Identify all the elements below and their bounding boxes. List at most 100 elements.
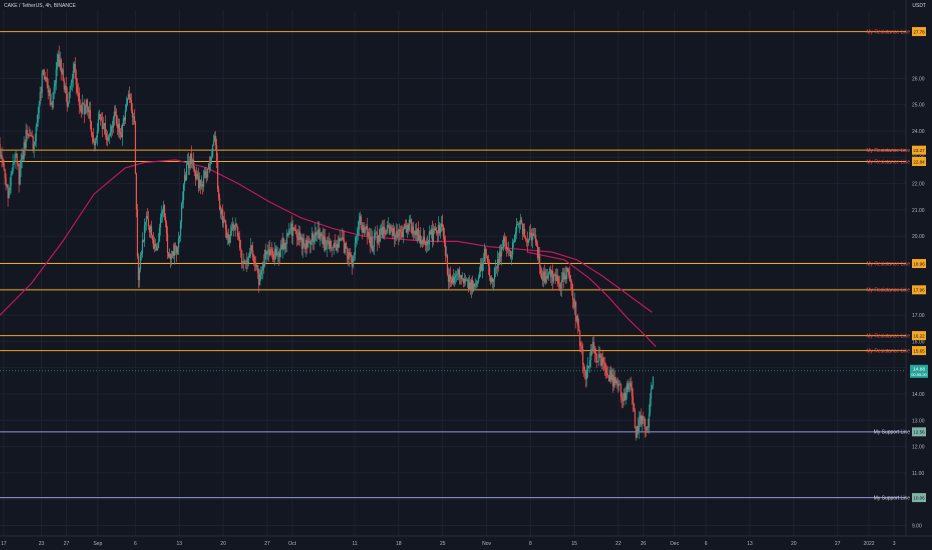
candle-body — [534, 234, 536, 236]
candle-body — [86, 99, 88, 107]
candle-body — [277, 252, 279, 254]
candle-body — [451, 276, 454, 284]
candle-body — [112, 117, 114, 128]
candle-body — [454, 275, 457, 278]
candle-body — [39, 92, 41, 104]
candle-body — [278, 252, 280, 258]
candle-body — [165, 222, 168, 234]
candle-body — [73, 64, 75, 71]
candle-body — [76, 85, 78, 92]
candle-body — [587, 365, 589, 370]
candle-body — [87, 106, 89, 113]
candle-body — [181, 200, 184, 204]
price-tag — [912, 427, 926, 437]
price-axis-tick-label: 20.00 — [912, 234, 925, 240]
price-axis-tick-label: 14.00 — [912, 392, 925, 398]
resistance-line-label: My Resistance Line — [866, 333, 910, 339]
candle-body — [644, 419, 646, 430]
candle-body — [106, 137, 108, 141]
candle-body — [639, 415, 641, 420]
candle-body — [370, 237, 372, 247]
candle-body — [52, 92, 54, 108]
candle-body — [575, 301, 577, 322]
candle-body — [12, 163, 14, 172]
candle-body — [609, 370, 611, 382]
candle-body — [221, 209, 223, 215]
candle-body — [271, 249, 273, 255]
candle-body — [636, 425, 638, 438]
candle-body — [478, 271, 481, 278]
candle-body — [585, 371, 587, 380]
candle-body — [393, 227, 395, 239]
candle-body — [173, 245, 176, 256]
candle-body — [162, 205, 165, 212]
candle-body — [602, 357, 604, 363]
candle-body — [90, 121, 92, 133]
price-axis-tick-label: 16.00 — [912, 339, 925, 345]
candle-body — [200, 179, 202, 187]
candle-body — [365, 225, 367, 229]
candle-body — [589, 360, 591, 367]
candle-body — [172, 251, 175, 256]
last-price-value: 14.88 — [913, 366, 925, 372]
candle-body — [428, 231, 430, 245]
candle-body — [358, 221, 360, 230]
candle-body — [104, 123, 106, 134]
candle-body — [475, 283, 478, 286]
candle-body — [204, 171, 206, 178]
candle-body — [119, 132, 121, 135]
candle-body — [227, 234, 229, 239]
candle-body — [601, 357, 603, 366]
candle-body — [16, 153, 18, 164]
candle-body — [264, 250, 266, 267]
price-tag-value: 27.78 — [913, 29, 925, 34]
candle-body — [167, 252, 170, 257]
candle-body — [449, 274, 452, 280]
candle-body — [361, 227, 363, 233]
price-axis-tick-label: 17.00 — [912, 313, 925, 319]
candle-body — [443, 236, 446, 244]
candle-body — [436, 233, 438, 234]
candle-body — [598, 354, 600, 362]
candle-body — [426, 241, 428, 245]
candle-body — [132, 116, 135, 118]
candle-body — [386, 225, 388, 232]
time-axis-tick-label: 27 — [835, 541, 841, 547]
time-axis-tick-label: 11 — [352, 541, 357, 547]
candle-body — [291, 223, 293, 236]
price-tag — [912, 331, 926, 341]
time-axis-tick-label: 13 — [177, 541, 183, 547]
last-price-tag — [910, 364, 928, 378]
candle-body — [487, 261, 490, 267]
candle-body — [593, 341, 595, 346]
candle-body — [373, 236, 375, 247]
candle-body — [313, 240, 315, 242]
candle-body — [133, 116, 136, 123]
candle-body — [628, 385, 630, 390]
candle-body — [559, 283, 561, 288]
time-axis-tick-label: 3 — [893, 541, 896, 547]
candle-body — [66, 94, 68, 107]
candle-body — [539, 255, 541, 267]
candle-body — [409, 219, 411, 221]
candle-body — [82, 102, 84, 104]
candle-body — [435, 229, 437, 234]
candle-body — [355, 236, 357, 243]
candle-body — [338, 238, 340, 248]
candle-body — [247, 257, 249, 264]
candle-body — [177, 238, 180, 248]
candle-body — [276, 253, 278, 256]
candle-body — [126, 99, 129, 105]
candle-body — [452, 276, 455, 284]
candle-body — [646, 426, 648, 431]
candle-body — [197, 173, 199, 177]
candle-body — [642, 415, 644, 421]
candle-body — [486, 256, 489, 262]
candle-body — [377, 235, 379, 244]
candle-body — [650, 388, 652, 399]
candle-body — [13, 161, 15, 164]
candle-body — [540, 266, 542, 274]
candle-body — [547, 273, 549, 279]
time-axis-tick-label: 20 — [791, 541, 797, 547]
